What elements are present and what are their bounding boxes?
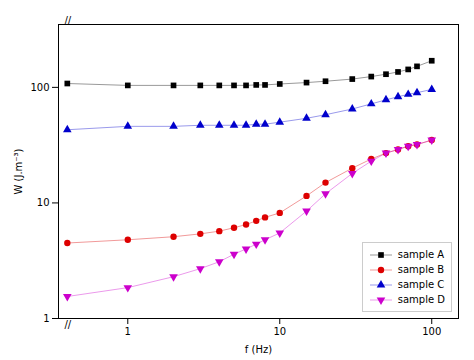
html-text:sample A: sample A (397, 249, 445, 260)
svg-text:1: 1 (125, 326, 131, 337)
svg-text://: // (65, 319, 72, 330)
svg-text:f (Hz): f (Hz) (245, 344, 272, 355)
svg-text:W (J.m⁻³): W (J.m⁻³) (13, 148, 24, 194)
svg-text:100: 100 (422, 326, 441, 337)
html-text:sample B: sample B (397, 264, 445, 275)
svg-text://: // (65, 15, 72, 26)
svg-text:100: 100 (30, 82, 49, 93)
svg-text:10: 10 (273, 326, 286, 337)
svg-text:1: 1 (43, 313, 49, 324)
html-text:sample C: sample C (397, 279, 445, 290)
svg-text:10: 10 (37, 197, 50, 208)
html-text:sample D: sample D (397, 294, 445, 305)
